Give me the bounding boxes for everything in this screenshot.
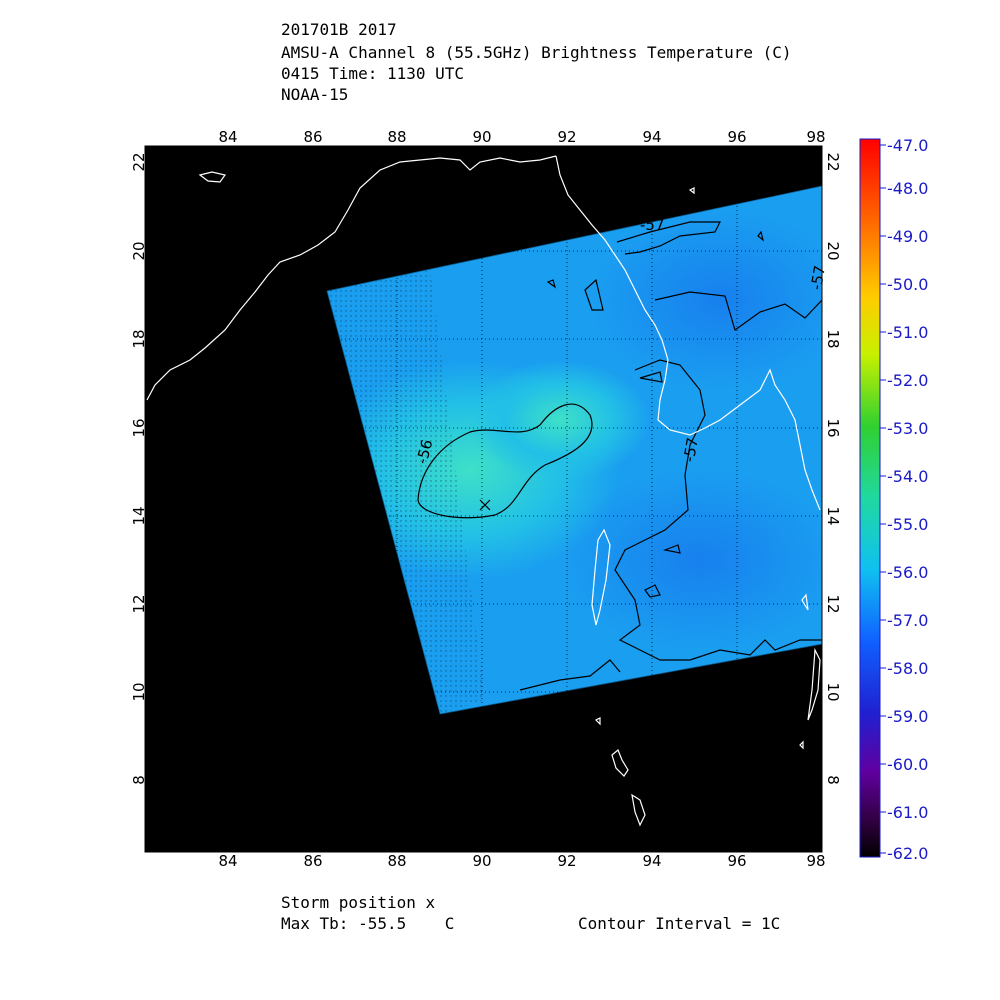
- lon-tick-bottom: 94: [642, 852, 661, 870]
- lon-tick-bottom: 90: [472, 852, 491, 870]
- lon-tick-top: 88: [387, 128, 406, 146]
- colorbar-label: -47.0: [887, 136, 928, 155]
- coastline: [146, 155, 821, 827]
- colorbar: [859, 138, 881, 858]
- lon-tick-top: 94: [642, 128, 661, 146]
- colorbar-label: -53.0: [887, 419, 928, 438]
- colorbar-label: -58.0: [887, 659, 928, 678]
- lon-tick-bottom: 88: [387, 852, 406, 870]
- lat-tick-right: 8: [824, 775, 842, 785]
- lat-tick-right: 22: [824, 152, 842, 171]
- colorbar-label: -52.0: [887, 371, 928, 390]
- lat-tick-left: 10: [130, 682, 148, 701]
- colorbar-label: -62.0: [887, 844, 928, 863]
- contour-label: -56: [413, 438, 437, 466]
- lat-tick-left: 12: [130, 594, 148, 613]
- lon-tick-bottom: 96: [727, 852, 746, 870]
- title-channel: AMSU-A Channel 8 (55.5GHz) Brightness Te…: [281, 43, 792, 62]
- contour-label: -57: [807, 264, 829, 291]
- lat-tick-left: 14: [130, 506, 148, 525]
- colorbar-ticks: [880, 144, 886, 854]
- contour-interval-readout: Contour Interval = 1C: [578, 914, 781, 933]
- colorbar-label: -50.0: [887, 275, 928, 294]
- colorbar-label: -48.0: [887, 179, 928, 198]
- lon-tick-top: 84: [218, 128, 237, 146]
- storm-position-legend: Storm position x: [281, 893, 436, 912]
- lon-tick-top: 96: [727, 128, 746, 146]
- satellite-swath: [327, 186, 822, 714]
- colorbar-label: -56.0: [887, 563, 928, 582]
- contour-label: -57: [680, 436, 702, 463]
- max-tb-readout: Max Tb: -55.5 C: [281, 914, 455, 933]
- lat-tick-left: 16: [130, 418, 148, 437]
- title-storm-id: 201701B 2017: [281, 20, 397, 39]
- lat-tick-right: 14: [824, 506, 842, 525]
- title-satellite: NOAA-15: [281, 85, 349, 104]
- lon-tick-bottom: 92: [557, 852, 576, 870]
- colorbar-label: -61.0: [887, 803, 928, 822]
- lon-tick-bottom: 98: [806, 852, 825, 870]
- colorbar-label: -60.0: [887, 755, 928, 774]
- graticule: [145, 146, 822, 852]
- colorbar-label: -59.0: [887, 707, 928, 726]
- lat-tick-right: 20: [824, 241, 842, 260]
- colorbar-label: -55.0: [887, 515, 928, 534]
- lat-tick-right: 10: [824, 682, 842, 701]
- lat-tick-right: 16: [824, 418, 842, 437]
- title-time: 0415 Time: 1130 UTC: [281, 64, 465, 83]
- lat-tick-right: 12: [824, 594, 842, 613]
- lon-tick-top: 92: [557, 128, 576, 146]
- lat-tick-left: 20: [130, 241, 148, 260]
- colorbar-label: -51.0: [887, 323, 928, 342]
- lat-tick-left: 8: [130, 775, 148, 785]
- lon-tick-bottom: 86: [303, 852, 322, 870]
- lon-tick-top: 98: [806, 128, 825, 146]
- lon-tick-bottom: 84: [218, 852, 237, 870]
- lat-tick-left: 18: [130, 329, 148, 348]
- lat-tick-left: 22: [130, 152, 148, 171]
- contour-label: -57: [640, 216, 665, 234]
- lon-tick-top: 90: [472, 128, 491, 146]
- colorbar-label: -54.0: [887, 467, 928, 486]
- lat-tick-right: 18: [824, 329, 842, 348]
- map-frame: [144, 145, 823, 853]
- colorbar-label: -57.0: [887, 611, 928, 630]
- lon-tick-top: 86: [303, 128, 322, 146]
- storm-position-marker: [479, 499, 491, 511]
- colorbar-label: -49.0: [887, 227, 928, 246]
